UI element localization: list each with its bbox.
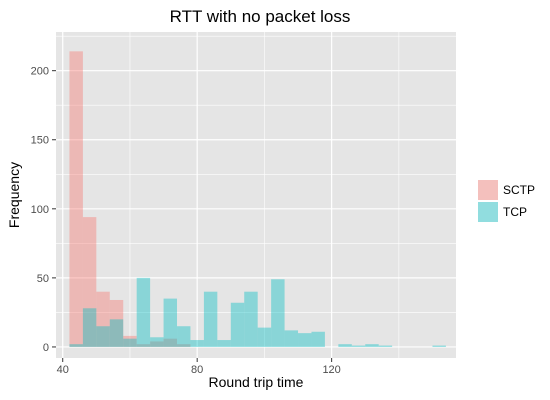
histogram-bar-tcp bbox=[230, 302, 245, 347]
y-tick-label: 200 bbox=[31, 66, 49, 78]
legend-key-swatch bbox=[478, 202, 498, 222]
histogram-bar-tcp bbox=[203, 291, 218, 347]
legend-key-swatch bbox=[478, 180, 498, 200]
major-gridlines bbox=[56, 32, 456, 358]
chart-title: RTT with no packet loss bbox=[170, 7, 351, 26]
x-tick-label: 120 bbox=[322, 364, 340, 376]
plot-panel bbox=[56, 32, 456, 358]
histogram-bar-tcp bbox=[163, 298, 178, 347]
histogram-bar-tcp bbox=[271, 279, 285, 347]
histogram-bar-tcp bbox=[217, 340, 231, 347]
histogram-bar-tcp bbox=[150, 337, 164, 347]
series-tcp bbox=[69, 277, 446, 347]
legend-label: SCTP bbox=[503, 183, 535, 197]
x-axis: 40 80 120 bbox=[57, 358, 341, 376]
histogram-bar-tcp bbox=[257, 327, 272, 347]
histogram-bar-sctp bbox=[136, 344, 151, 347]
y-tick-label: 150 bbox=[31, 135, 49, 147]
legend-item-sctp: SCTP bbox=[478, 180, 535, 200]
histogram-bar-tcp bbox=[177, 326, 191, 347]
histogram-bar-tcp bbox=[338, 344, 352, 347]
histogram-bar-tcp bbox=[244, 291, 258, 347]
histogram-bar-sctp bbox=[109, 299, 124, 347]
histogram-bar-tcp bbox=[378, 345, 393, 347]
series-sctp bbox=[69, 51, 191, 347]
y-tick-label: 0 bbox=[43, 342, 49, 354]
histogram-bar-tcp bbox=[351, 345, 366, 347]
histogram-bar-tcp bbox=[109, 319, 124, 347]
histogram-bar-tcp bbox=[136, 277, 151, 347]
histogram-bar-sctp bbox=[150, 341, 164, 347]
y-tick-label: 100 bbox=[31, 204, 49, 216]
histogram-bar-tcp bbox=[284, 330, 299, 347]
minor-gridlines bbox=[56, 32, 456, 358]
histogram-bar-tcp bbox=[69, 344, 83, 347]
legend-key-background bbox=[478, 180, 498, 200]
histogram-bar-sctp bbox=[69, 51, 83, 347]
histogram-bar-sctp bbox=[82, 217, 97, 347]
y-axis: 0 50 100 150 200 bbox=[31, 66, 56, 354]
histogram-bar-tcp bbox=[82, 308, 97, 347]
legend: SCTP TCP bbox=[478, 180, 535, 222]
histogram-bar-sctp bbox=[163, 338, 178, 347]
x-axis-title: Round trip time bbox=[209, 374, 304, 390]
histogram-bar-tcp bbox=[96, 326, 110, 347]
histogram-bar-tcp bbox=[123, 338, 137, 347]
histogram-bar-tcp bbox=[365, 344, 379, 347]
legend-item-tcp: TCP bbox=[478, 202, 527, 222]
histogram-bars bbox=[69, 51, 446, 347]
histogram-bar-sctp bbox=[96, 291, 110, 347]
histogram-bar-tcp bbox=[311, 331, 325, 347]
histogram-bar-tcp bbox=[432, 345, 446, 347]
histogram-bar-sctp bbox=[123, 335, 137, 347]
legend-key-background bbox=[478, 202, 498, 222]
y-axis-title: Frequency bbox=[6, 162, 22, 228]
x-tick-label: 80 bbox=[191, 364, 203, 376]
histogram-bar-sctp bbox=[177, 344, 191, 347]
x-tick-label: 40 bbox=[57, 364, 69, 376]
histogram-bar-tcp bbox=[298, 333, 312, 347]
histogram-bar-tcp bbox=[190, 340, 204, 347]
y-tick-label: 50 bbox=[37, 273, 49, 285]
legend-label: TCP bbox=[503, 205, 527, 219]
